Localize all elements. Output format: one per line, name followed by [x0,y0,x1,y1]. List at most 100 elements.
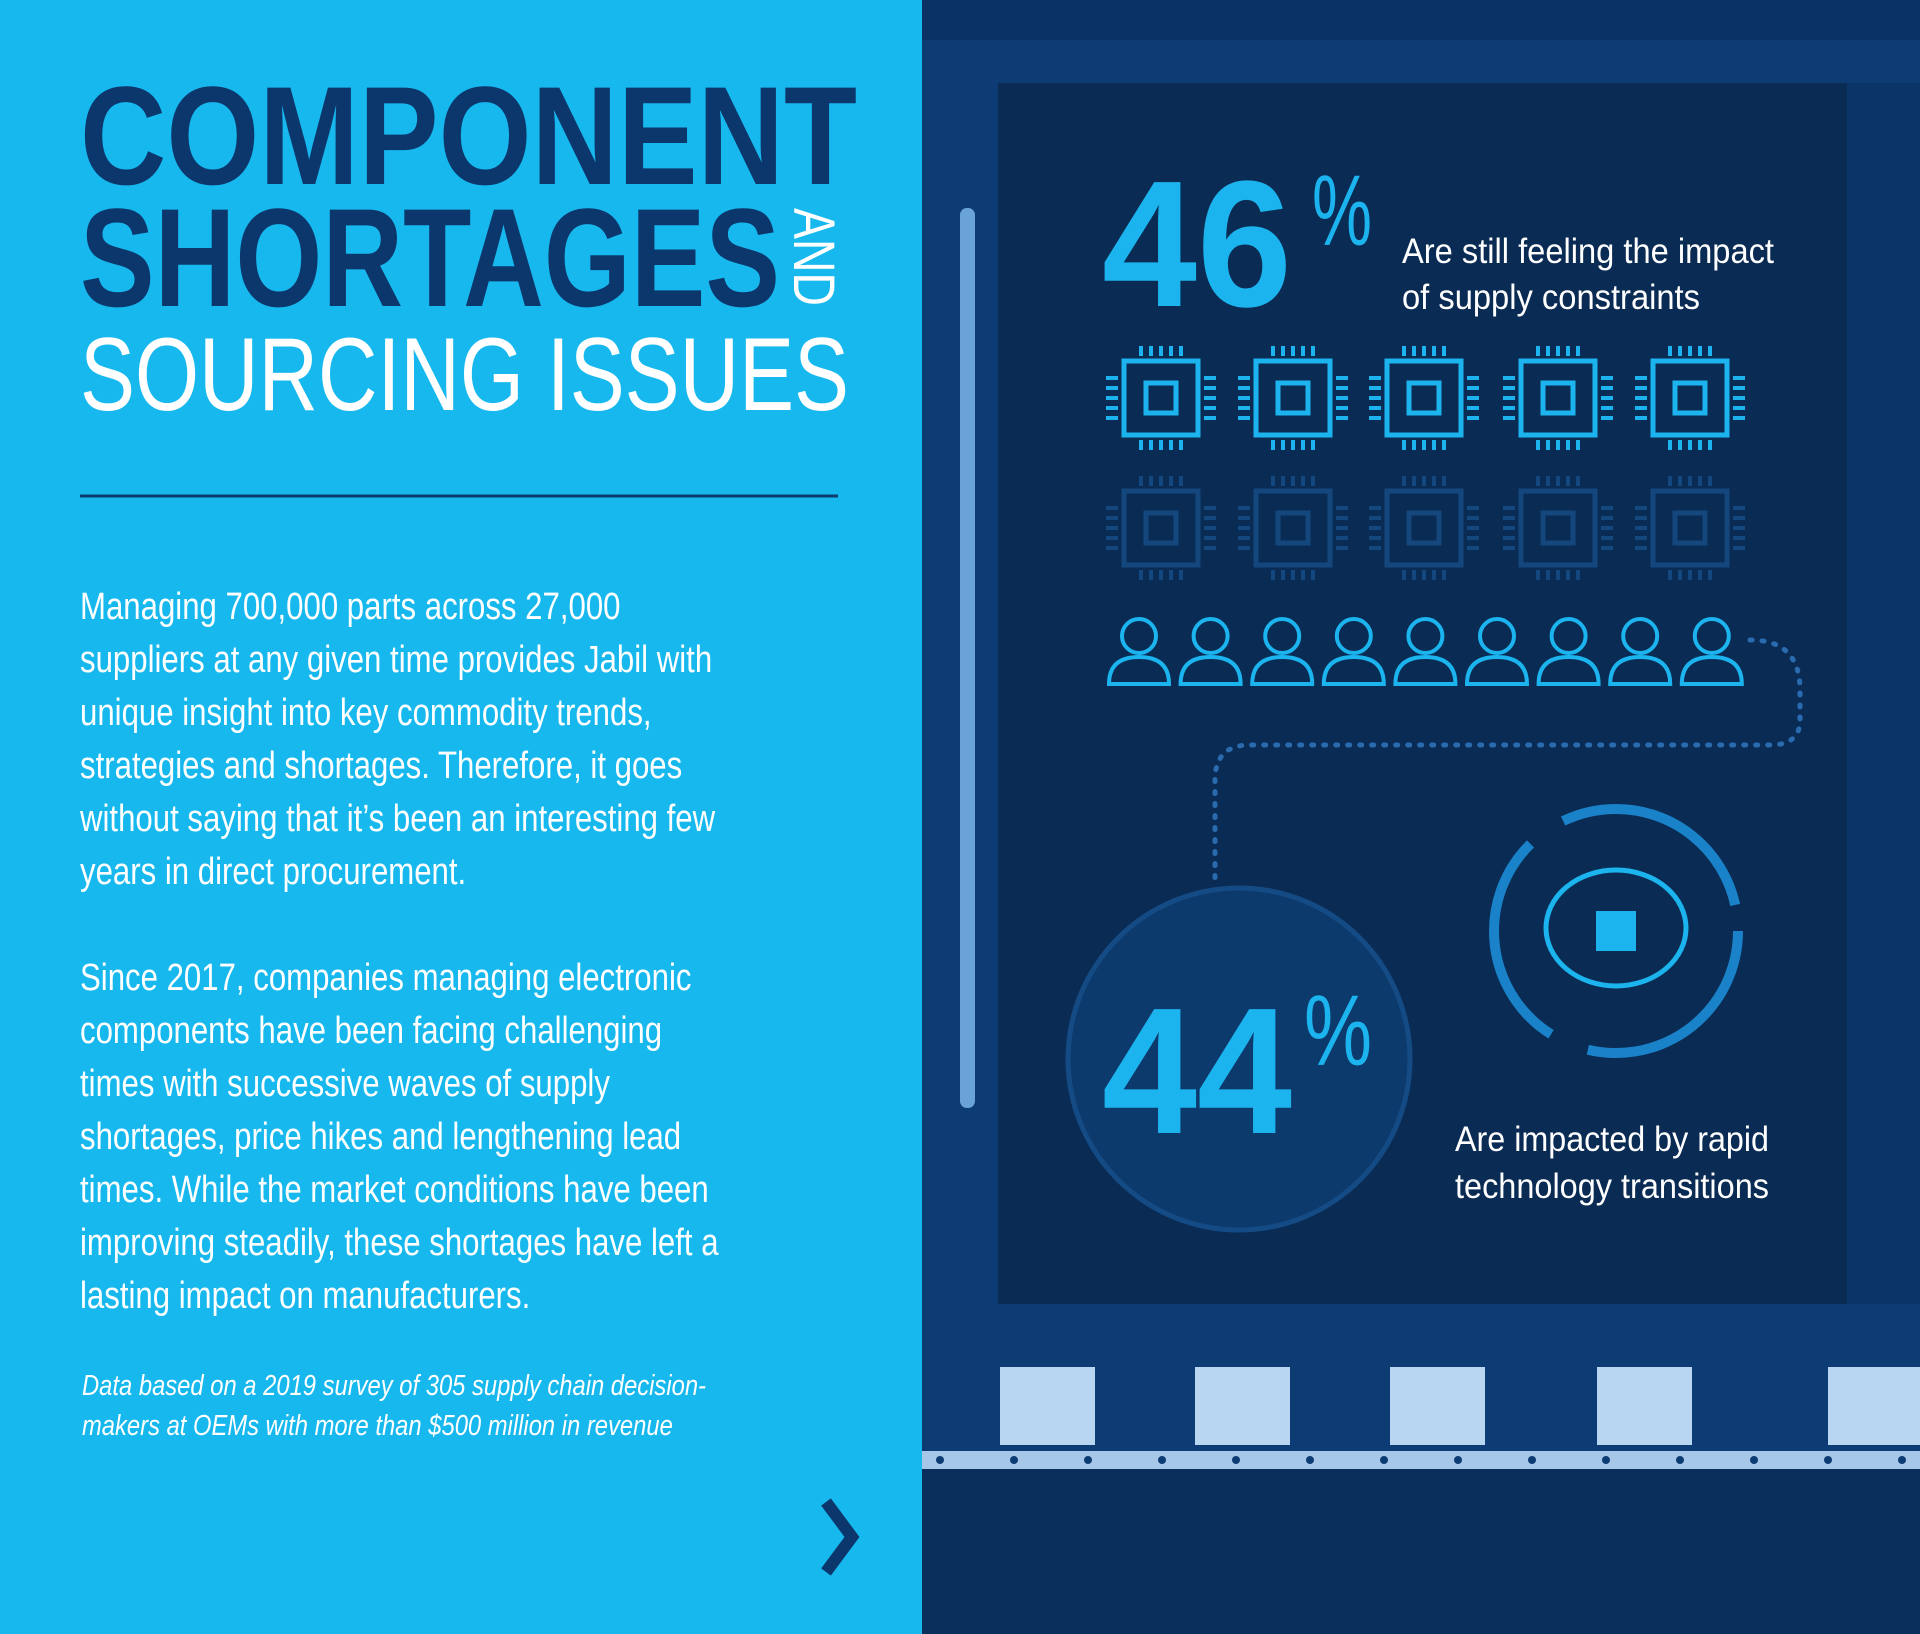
chip-core [1406,510,1442,546]
arm-pole [960,208,975,1108]
person-body [1393,654,1458,686]
stat-unit: % [1312,155,1372,267]
chip-icon [1369,346,1479,450]
stat-text: Are still feeling the impact [1402,232,1774,271]
person-body [1106,654,1172,686]
stat-circle [1065,885,1413,1233]
chip-body [1121,358,1201,438]
person-head [1478,617,1516,655]
body-line: Managing 700,000 parts across 27,000 [80,586,621,628]
foot-line: makers at OEMs with more than $500 milli… [82,1410,673,1442]
box [1828,1367,1920,1445]
stat-text: technology transitions [1455,1167,1769,1206]
person-body [1679,654,1744,686]
body-line: without saying that it’s been an interes… [80,798,716,840]
person-head [1406,617,1445,655]
chip-core [1540,380,1576,416]
stat-number: 44 [1102,971,1292,1172]
chip-core [1540,510,1576,546]
conveyor-belt [922,1451,1920,1469]
body-line: years in direct procurement. [80,851,467,893]
next-arrow[interactable] [821,1498,860,1576]
chip-body [1518,488,1598,568]
title-and: AND [781,208,846,306]
roller [1158,1456,1166,1464]
person-body [1608,654,1673,686]
chip-body [1518,358,1598,438]
roller [1010,1456,1018,1464]
chip-icon [1238,346,1348,450]
roller [1306,1456,1314,1464]
foot-line: Data based on a 2019 survey of 305 suppl… [82,1370,706,1402]
brain-chip [1596,911,1636,951]
title-line: SOURCING ISSUES [80,317,849,433]
chip-icon [1106,346,1216,450]
stat-text: of supply constraints [1402,278,1700,317]
roller [1528,1456,1536,1464]
chip-core [1672,380,1708,416]
chip-icon [1503,346,1613,450]
box [1000,1367,1095,1445]
person-body [1321,654,1386,686]
person-head [1263,617,1302,655]
chip-body [1253,358,1333,438]
chip-core [1143,380,1179,416]
person-body [1250,654,1315,686]
box [1597,1367,1692,1445]
roller [936,1456,944,1464]
brain-outline [1543,867,1689,989]
chip-core [1143,510,1179,546]
decorations [936,346,1920,1464]
stat-text: Are impacted by rapid [1455,1120,1769,1159]
person-head [1120,617,1158,655]
body-line: times with successive waves of supply [80,1063,610,1105]
chip-body [1253,488,1333,568]
conveyor-base [922,1469,1920,1634]
body-line: strategies and shortages. Therefore, it … [80,745,683,787]
person-head [1549,617,1588,655]
left-panel [0,0,922,1634]
body-line: Since 2017, companies managing electroni… [80,957,692,999]
person-body [1464,654,1530,686]
stat-unit: % [1304,975,1372,1087]
box [1195,1367,1290,1445]
person-head [1191,617,1230,655]
chip-core [1275,380,1311,416]
body-line: unique insight into key commodity trends… [80,692,652,734]
roller [1084,1456,1092,1464]
roller [1380,1456,1388,1464]
top-rail [922,0,1920,40]
body-line: components have been facing challenging [80,1010,663,1052]
person-body [1536,654,1601,686]
chip-body [1121,488,1201,568]
person-head [1692,617,1731,655]
chip-icon [1369,476,1479,580]
chip-icon [1503,476,1613,580]
roller [1750,1456,1758,1464]
title-line: SHORTAGES [80,179,780,336]
roller [1602,1456,1610,1464]
roller [1824,1456,1832,1464]
roller [1454,1456,1462,1464]
roller [1676,1456,1684,1464]
dotted-path [1212,637,1803,883]
box [1390,1367,1485,1445]
person-body [1178,654,1243,686]
chip-core [1275,510,1311,546]
chip-core [1406,380,1442,416]
chip-icon [1238,476,1348,580]
person-head [1334,617,1373,655]
screen-edge [1847,83,1920,1304]
body-line: lasting impact on manufacturers. [80,1275,531,1317]
chip-body [1384,358,1464,438]
cycle-ring [1489,804,1743,1058]
body-line: shortages, price hikes and lengthening l… [80,1116,682,1158]
chip-icon [1635,476,1745,580]
person-head [1621,617,1660,655]
chip-icon [1106,476,1216,580]
body-line: suppliers at any given time provides Jab… [80,639,713,681]
chip-icon [1635,346,1745,450]
